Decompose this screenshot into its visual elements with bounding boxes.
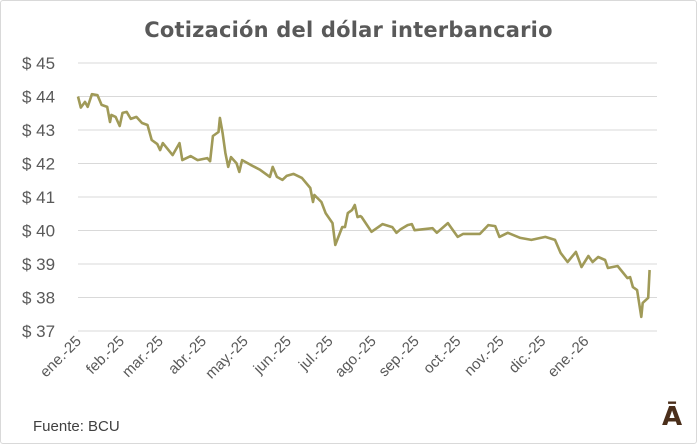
- gridlines: [78, 62, 657, 332]
- x-axis: ene.-25feb.-25mar.-25abr.-25may.-25jun.-…: [37, 333, 593, 383]
- x-tick-label: nov.-25: [461, 333, 508, 380]
- x-tick-label: oct.-25: [420, 333, 464, 377]
- x-tick-label: mar.-25: [119, 333, 167, 381]
- x-tick-label: ene.-26: [544, 333, 592, 381]
- y-tick-label: $ 45: [22, 54, 55, 73]
- y-tick-label: $ 40: [22, 222, 55, 241]
- y-tick-label: $ 38: [22, 289, 55, 308]
- source-note: Fuente: BCU: [33, 418, 120, 435]
- x-tick-label: dic.-25: [505, 333, 549, 377]
- y-tick-label: $ 39: [22, 255, 55, 274]
- x-tick-label: jul.-25: [295, 333, 337, 375]
- y-tick-label: $ 41: [22, 188, 55, 207]
- y-tick-label: $ 44: [22, 88, 55, 107]
- series: [76, 92, 651, 319]
- x-tick-label: ago.-25: [332, 333, 380, 381]
- brand-logo: Ā: [662, 402, 683, 432]
- y-tick-label: $ 43: [22, 121, 55, 140]
- y-axis: $ 37 $ 38 $ 39 $ 40 $ 41 $ 42 $ 43 $ 44 $ 45: [22, 54, 55, 341]
- x-tick-label: jun.-25: [250, 333, 295, 378]
- x-tick-label: sep.-25: [375, 333, 422, 380]
- x-tick-label: may.-25: [202, 333, 252, 383]
- chart-title: Cotización del dólar interbancario: [144, 18, 553, 42]
- y-tick-label: $ 42: [22, 155, 55, 174]
- y-tick-label: $ 37: [22, 322, 55, 341]
- series-line: [76, 92, 651, 319]
